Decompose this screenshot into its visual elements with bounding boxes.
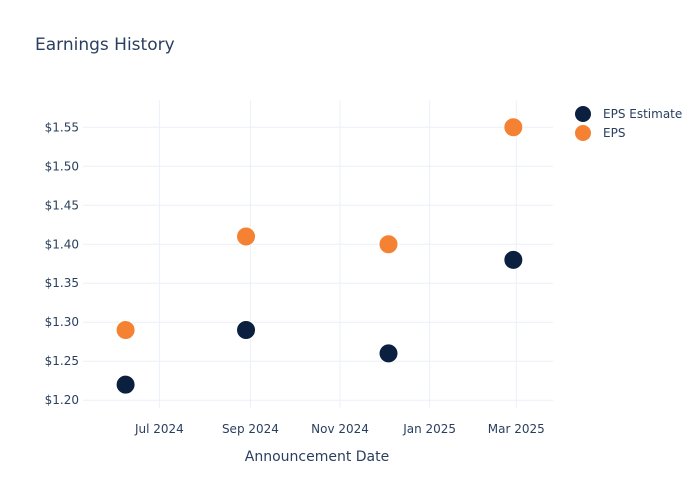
legend: EPS Estimate EPS	[575, 106, 682, 141]
y-tick-label: $1.40	[45, 237, 79, 251]
x-tick-label: Sep 2024	[222, 422, 279, 436]
y-grid-lines	[83, 126, 553, 401]
data-point[interactable]	[378, 234, 399, 255]
y-tick-label: $1.45	[45, 198, 79, 212]
x-axis-ticks: Jul 2024 Sep 2024 Nov 2024 Jan 2025 Mar 2025	[134, 422, 545, 436]
legend-item[interactable]: EPS Estimate	[575, 106, 682, 122]
legend-label: EPS	[603, 126, 625, 140]
x-grid-lines	[158, 100, 517, 408]
y-tick-label: $1.55	[45, 120, 79, 134]
series-layer	[115, 117, 524, 395]
data-point[interactable]	[503, 249, 524, 270]
data-point[interactable]	[378, 343, 399, 364]
y-tick-label: $1.30	[45, 315, 79, 329]
legend-item[interactable]: EPS	[575, 125, 625, 141]
data-point[interactable]	[503, 117, 524, 138]
data-point[interactable]	[115, 374, 136, 395]
series-eps-estimate	[115, 249, 524, 395]
data-point[interactable]	[236, 320, 257, 341]
x-tick-label: Nov 2024	[311, 422, 369, 436]
legend-marker	[575, 106, 591, 122]
x-axis-label: Announcement Date	[245, 449, 389, 465]
series-eps	[115, 117, 524, 341]
legend-label: EPS Estimate	[603, 107, 682, 121]
x-tick-label: Jan 2025	[402, 422, 456, 436]
legend-marker	[575, 125, 591, 141]
x-tick-label: Mar 2025	[488, 422, 545, 436]
y-tick-label: $1.20	[45, 393, 79, 407]
y-tick-label: $1.25	[45, 354, 79, 368]
data-point[interactable]	[236, 226, 257, 247]
y-tick-label: $1.35	[45, 276, 79, 290]
x-tick-label: Jul 2024	[134, 422, 184, 436]
chart-title: Earnings History	[35, 35, 175, 55]
y-tick-label: $1.50	[45, 159, 79, 173]
y-axis-ticks: $1.20 $1.25 $1.30 $1.35 $1.40 $1.45 $1.50 $1.55	[45, 120, 79, 407]
data-point[interactable]	[115, 320, 136, 341]
